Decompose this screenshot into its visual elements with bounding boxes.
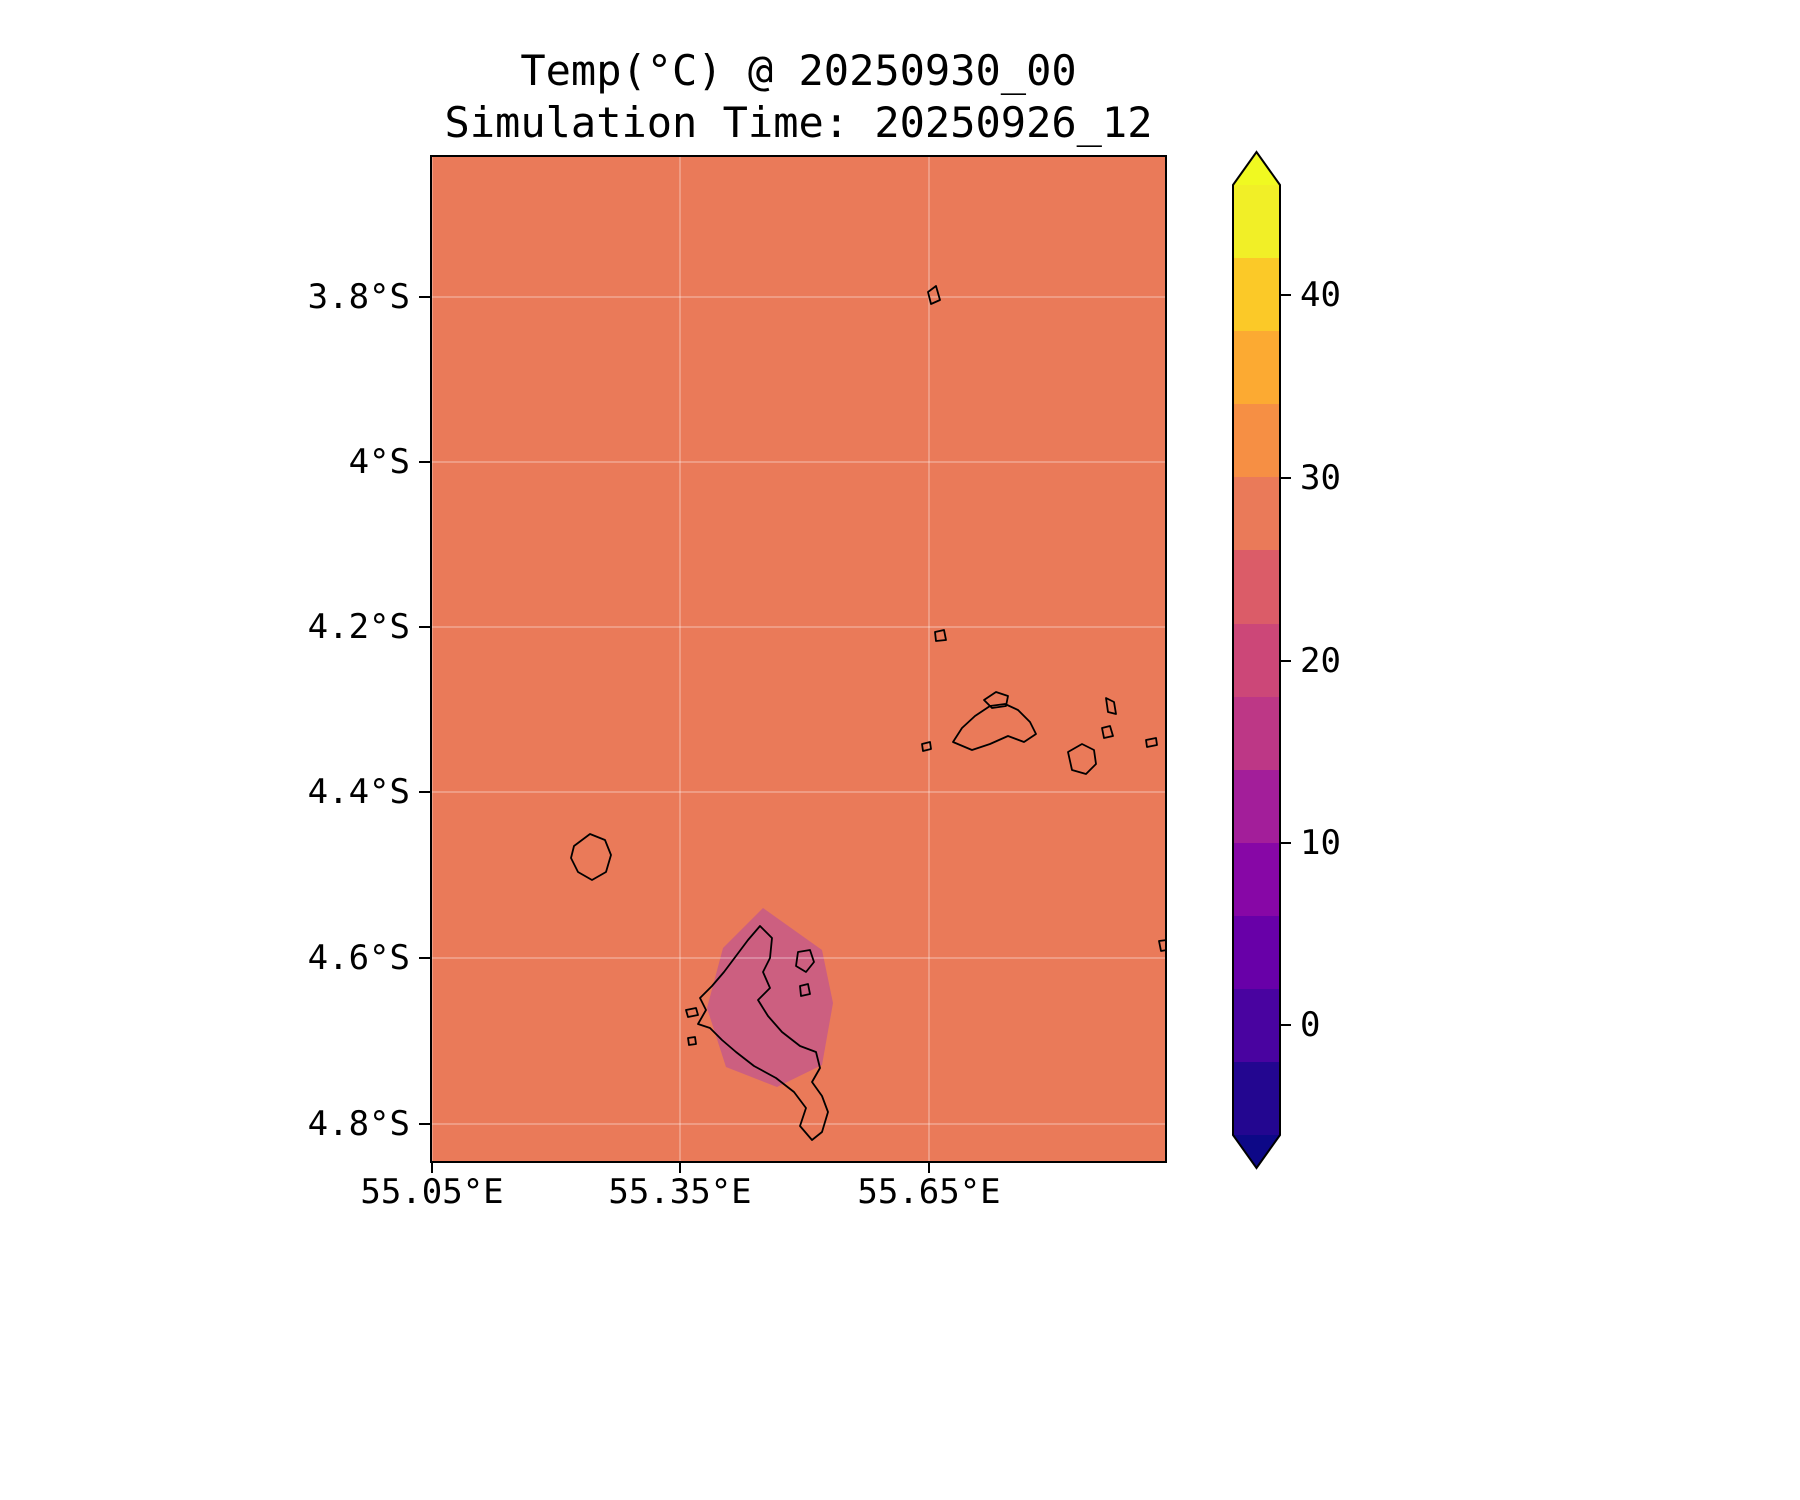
- colorbar-band: [1233, 331, 1280, 404]
- colorbar-arrow-bottom: [1233, 1135, 1280, 1168]
- colorbar-band: [1233, 697, 1280, 770]
- x-tick-label: 55.05°E: [360, 1172, 504, 1212]
- colorbar-outline: [1232, 150, 1281, 1170]
- y-tick-mark: [419, 791, 430, 793]
- colorbar-band: [1233, 185, 1280, 258]
- coastline-islet: [1105, 697, 1117, 715]
- colorbar-band: [1233, 1062, 1280, 1135]
- colorbar-tick-label: 20: [1300, 641, 1341, 681]
- colorbar-tick-label: 30: [1300, 458, 1341, 498]
- colorbar-tick-label: 40: [1300, 275, 1341, 315]
- map-plot-area: [430, 155, 1167, 1163]
- coastline-islet: [795, 949, 815, 973]
- x-tick-mark: [928, 1163, 930, 1173]
- map-svg: [430, 155, 1167, 1163]
- coastline-edge-islet: [1158, 939, 1167, 952]
- x-tick-label: 55.35°E: [608, 1172, 752, 1212]
- colorbar-band: [1233, 404, 1280, 477]
- plot-frame: [430, 155, 1167, 1163]
- y-tick-label: 4.8°S: [307, 1104, 410, 1144]
- coastline-round-island: [570, 833, 612, 881]
- coastline-islet: [983, 691, 1009, 709]
- colorbar-band: [1233, 550, 1280, 624]
- colorbar-svg: [1232, 150, 1291, 1170]
- plot-subtitle: Simulation Time: 20250926_12: [444, 98, 1153, 147]
- colorbar-band: [1233, 477, 1280, 550]
- y-tick-label: 4°S: [348, 442, 410, 482]
- colorbar-band: [1233, 624, 1280, 697]
- coastline-islet: [1145, 737, 1158, 748]
- colorbar-band: [1233, 770, 1280, 843]
- y-tick-label: 3.8°S: [307, 277, 410, 317]
- colorbar-tick-label: 0: [1300, 1005, 1321, 1045]
- x-tick-mark: [431, 1163, 433, 1173]
- coastline-northeast-island: [952, 703, 1037, 751]
- coastline-islet: [685, 1007, 699, 1018]
- y-tick-mark: [419, 1123, 430, 1125]
- coastline-main-island: [697, 925, 829, 1141]
- colorbar-tick-marks: [1280, 294, 1291, 1026]
- colorbar-tick-label: 10: [1300, 823, 1341, 863]
- coastline-islet: [1101, 725, 1114, 739]
- y-tick-label: 4.4°S: [307, 772, 410, 812]
- colorbar-band: [1233, 989, 1280, 1062]
- y-tick-label: 4.2°S: [307, 607, 410, 647]
- colorbar: [1220, 140, 1400, 1190]
- colorbar-band: [1233, 843, 1280, 916]
- y-tick-mark: [419, 461, 430, 463]
- coastline-islet: [921, 741, 932, 752]
- coastline-islet: [687, 1036, 697, 1046]
- coastline-east-island: [1067, 743, 1097, 775]
- colorbar-band: [1233, 258, 1280, 331]
- y-tick-mark: [419, 626, 430, 628]
- y-tick-mark: [419, 957, 430, 959]
- x-tick-mark: [679, 1163, 681, 1173]
- coastline-north-islet: [927, 285, 941, 305]
- plot-title: Temp(°C) @ 20250930_00: [520, 46, 1077, 95]
- x-tick-label: 55.65°E: [857, 1172, 1001, 1212]
- colorbar-band: [1233, 916, 1280, 989]
- y-tick-label: 4.6°S: [307, 938, 410, 978]
- coastlines-layer: [570, 285, 1167, 1141]
- colorbar-arrow-top: [1233, 152, 1280, 185]
- coastline-islet: [799, 983, 811, 997]
- coastline-islet: [934, 629, 947, 642]
- y-tick-mark: [419, 296, 430, 298]
